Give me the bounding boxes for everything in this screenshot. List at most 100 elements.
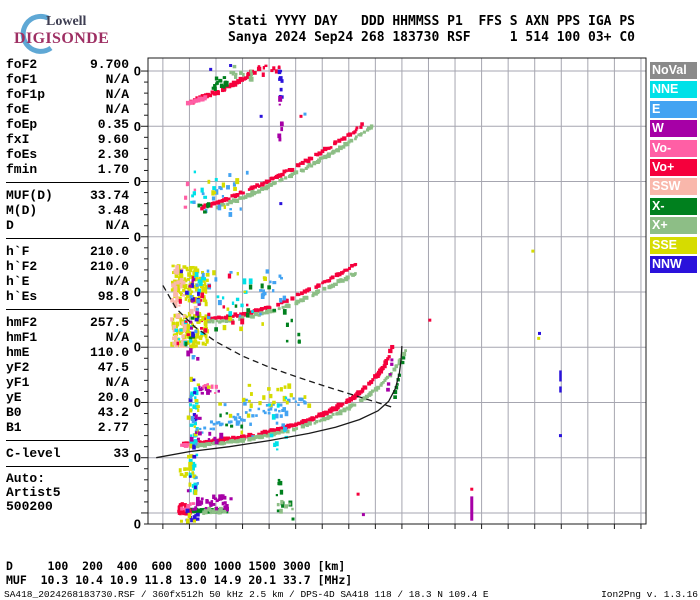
data-dot	[334, 282, 338, 287]
data-dot	[219, 413, 222, 418]
data-dot	[279, 87, 283, 92]
data-dot	[197, 408, 200, 412]
data-dot	[188, 488, 192, 493]
data-dot	[246, 308, 251, 313]
data-dot	[238, 416, 242, 419]
data-dot	[185, 293, 190, 299]
data-dot	[345, 141, 350, 147]
data-dot	[360, 132, 363, 135]
data-dot	[235, 193, 240, 197]
data-dot	[185, 508, 190, 514]
data-dot	[284, 169, 288, 173]
data-dot	[226, 185, 230, 190]
data-dot	[238, 314, 242, 318]
data-dot	[299, 114, 303, 118]
data-dot	[274, 69, 278, 74]
param-value: 9.700	[89, 57, 129, 72]
interference-bar	[559, 386, 562, 393]
data-dot	[272, 66, 276, 71]
data-dot	[428, 318, 432, 322]
param-row-hmf2: hmF2 257.5	[6, 315, 129, 330]
data-dot	[273, 180, 277, 185]
data-dot	[193, 267, 198, 274]
data-dot	[192, 413, 197, 417]
data-dot	[248, 278, 253, 285]
data-dot	[195, 509, 199, 513]
data-dot	[175, 325, 179, 329]
data-dot	[291, 507, 294, 511]
data-dot	[193, 433, 198, 437]
data-dot	[245, 313, 250, 318]
param-value: 1.70	[97, 162, 129, 177]
data-dot	[345, 406, 349, 410]
data-dot	[251, 414, 255, 418]
data-dot	[196, 334, 200, 339]
data-dot	[253, 185, 257, 189]
data-dot	[226, 307, 230, 311]
data-dot	[321, 281, 324, 285]
data-dot	[221, 318, 225, 323]
data-dot	[320, 418, 324, 422]
param-divider	[6, 182, 129, 183]
data-dot	[304, 296, 309, 300]
data-dot	[205, 338, 209, 342]
data-dot	[211, 320, 215, 324]
data-dot	[354, 262, 358, 266]
data-dot	[229, 270, 233, 274]
param-row-foep: foEp 0.35	[6, 117, 129, 132]
data-dot	[233, 198, 237, 202]
data-dot	[201, 341, 205, 346]
data-dot	[210, 90, 215, 95]
y-axis-label: 200	[134, 450, 141, 465]
data-dot	[285, 339, 289, 343]
data-dot	[188, 398, 193, 402]
data-dot	[189, 268, 193, 273]
data-dot	[311, 416, 316, 421]
data-dot	[186, 277, 190, 281]
param-divider	[6, 466, 129, 467]
data-dot	[242, 72, 245, 77]
data-dot	[341, 145, 346, 149]
data-dot	[175, 322, 180, 326]
data-dot	[222, 436, 228, 442]
data-dot	[234, 436, 238, 441]
data-dot	[193, 425, 196, 428]
data-dot	[223, 87, 227, 91]
param-label: MUF(D)	[6, 188, 53, 203]
data-dot	[269, 407, 273, 411]
legend-item-w: W	[650, 120, 697, 138]
param-row-hes: h`Es 98.8	[6, 289, 129, 304]
data-dot	[188, 458, 193, 464]
data-dot	[229, 208, 232, 211]
legend-item-noval: NoVal	[650, 62, 697, 79]
data-dot	[194, 329, 198, 334]
param-row-hf: h`F 210.0	[6, 244, 129, 259]
data-dot	[189, 320, 193, 324]
data-dot	[223, 509, 228, 513]
param-value: 43.2	[97, 405, 129, 420]
data-dot	[183, 443, 189, 448]
data-dot	[341, 402, 345, 406]
data-dot	[200, 331, 205, 336]
data-dot	[322, 286, 327, 291]
data-dot	[175, 265, 179, 271]
param-value: N/A	[105, 274, 129, 289]
data-dot	[355, 126, 359, 130]
data-dot	[189, 502, 192, 506]
data-dot	[336, 411, 340, 416]
data-dot	[178, 468, 182, 473]
data-dot	[182, 507, 185, 511]
data-dot	[271, 176, 275, 180]
data-dot	[178, 304, 181, 307]
data-dot	[181, 511, 185, 514]
data-dot	[279, 121, 284, 127]
data-dot	[225, 423, 229, 427]
data-dot	[233, 82, 238, 86]
data-dot	[215, 205, 220, 210]
data-dot	[233, 416, 238, 421]
data-dot	[259, 312, 262, 316]
data-dot	[207, 284, 212, 288]
data-dot	[244, 195, 248, 199]
data-dot	[193, 482, 197, 487]
data-dot	[179, 519, 183, 523]
